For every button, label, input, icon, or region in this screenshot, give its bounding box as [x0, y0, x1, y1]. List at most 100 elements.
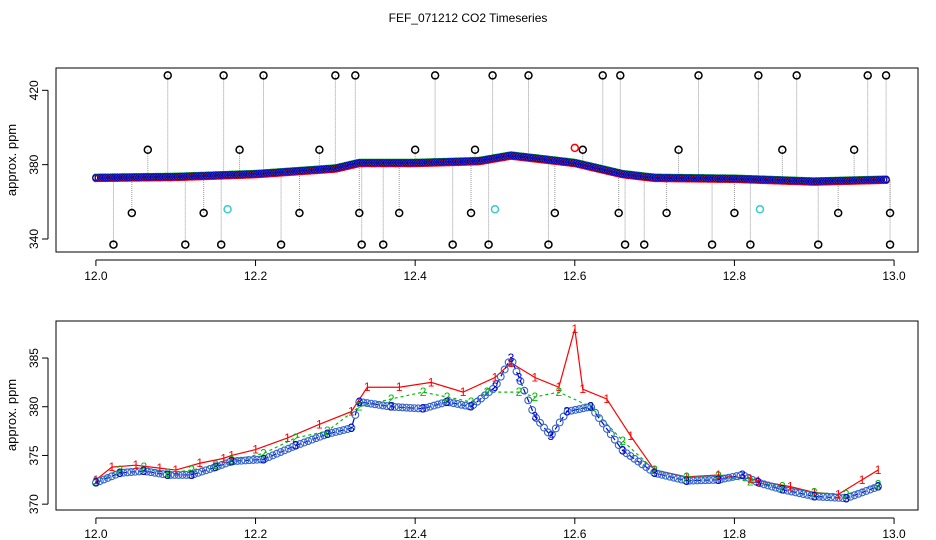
series-2-label: 2 [747, 475, 754, 489]
series-3-marker [823, 493, 831, 502]
series-3-label: 3 [739, 468, 746, 482]
series-3-label: 3 [532, 409, 539, 423]
series-1-label: 1 [875, 463, 882, 477]
series-3-marker [410, 404, 419, 413]
series-3-marker [335, 427, 344, 435]
series-3-marker [496, 372, 505, 381]
series-3-marker [669, 473, 678, 482]
series-3-marker [107, 472, 116, 481]
outlier-point [885, 240, 895, 249]
series-3-marker [488, 384, 497, 393]
series-3-marker [701, 476, 710, 485]
series-1-label: 1 [228, 448, 235, 462]
series-1-label: 1 [555, 380, 562, 394]
series-2-label: 2 [484, 385, 491, 399]
series-3-marker [795, 489, 804, 498]
series-2-label: 2 [468, 395, 475, 409]
series-3-marker [367, 399, 375, 408]
series-3-label: 3 [93, 476, 100, 490]
series-3-marker [602, 424, 611, 433]
series-3-marker [599, 419, 607, 428]
series-3-marker [343, 425, 352, 434]
series-1-label: 1 [683, 470, 690, 484]
series-3-marker [830, 493, 839, 502]
series-3-marker [217, 460, 226, 469]
series-3-label: 3 [356, 395, 363, 409]
outlier-point [143, 145, 153, 155]
series-3-marker [398, 403, 407, 412]
series-2-label: 2 [164, 466, 171, 480]
top-panel: approx. ppm 12.0 12.2 12.4 12.6 12.8 13.0 340 3… [4, 67, 919, 283]
series-3-marker [363, 399, 372, 408]
series-1-label: 1 [811, 485, 818, 499]
outlier-point [235, 145, 244, 155]
series-3-marker [661, 471, 670, 480]
outlier-point [746, 240, 755, 249]
series-3-marker [858, 488, 867, 497]
series-3-marker [744, 473, 753, 482]
outlier-point [394, 208, 404, 218]
series-3-marker [626, 452, 635, 460]
outlier-point [639, 240, 649, 249]
series-1-label: 1 [396, 380, 403, 394]
series-3-marker [422, 403, 431, 412]
outlier-point [662, 208, 671, 218]
series-2-label: 2 [651, 463, 658, 477]
series-3-marker [724, 473, 733, 482]
series-1-label: 1 [571, 322, 578, 336]
series-3-label: 3 [811, 489, 818, 503]
series-1-label: 1 [508, 356, 515, 370]
series-3-marker [347, 423, 356, 432]
series-3-label: 3 [651, 466, 658, 480]
series-3-marker [811, 492, 820, 501]
series-3-label: 3 [348, 421, 355, 435]
outlier-point [470, 145, 480, 155]
x-tick-label: 13.0 [882, 527, 906, 540]
series-3-marker [205, 465, 214, 473]
series-3-label: 3 [117, 466, 124, 480]
series-3-label: 3 [420, 402, 427, 416]
series-3-marker [382, 402, 391, 411]
series-3-label: 3 [715, 473, 722, 487]
series-3-marker [351, 410, 360, 419]
series-3-marker [500, 365, 509, 374]
series-1-label: 1 [835, 487, 842, 501]
outlier-point [833, 208, 843, 218]
x-tick-label: 13.0 [882, 269, 906, 283]
series-1-label: 1 [651, 463, 658, 477]
series-3-marker [445, 398, 454, 407]
series-2-label: 2 [260, 446, 267, 460]
outlier-point [351, 71, 360, 80]
series-2-label: 2 [619, 434, 626, 448]
series-1-label: 1 [156, 461, 163, 475]
series-3-marker [504, 358, 513, 367]
series-1-line [95, 328, 879, 496]
series-3-marker [300, 438, 309, 447]
series-3-marker [606, 430, 615, 439]
series-3-marker [154, 469, 163, 478]
series-3-marker [257, 455, 265, 464]
series-2-label: 2 [212, 458, 219, 472]
series-3-marker [162, 470, 171, 479]
series-3-marker [127, 468, 136, 476]
series-3-marker [720, 474, 729, 483]
series-3-marker [465, 402, 474, 411]
outlier-point [295, 208, 304, 218]
top-y-axis-label: approx. ppm [4, 124, 19, 196]
series-3-marker [119, 468, 128, 477]
series-3-marker [712, 475, 721, 484]
series-3-marker [728, 472, 737, 481]
series-3-marker [437, 399, 446, 408]
series-1-label: 1 [715, 468, 722, 482]
series-1-label: 1 [93, 473, 100, 487]
series-1-label: 1 [787, 480, 794, 494]
outlier-point [863, 71, 872, 80]
series-2-label: 2 [140, 460, 147, 474]
series-1-label: 1 [755, 474, 762, 488]
series-3-marker [551, 424, 560, 433]
outlier-point [544, 240, 553, 249]
series-3-marker [520, 386, 529, 395]
flagged-point [490, 205, 500, 214]
series-3-marker [709, 476, 717, 484]
series-1-label: 1 [579, 382, 586, 396]
